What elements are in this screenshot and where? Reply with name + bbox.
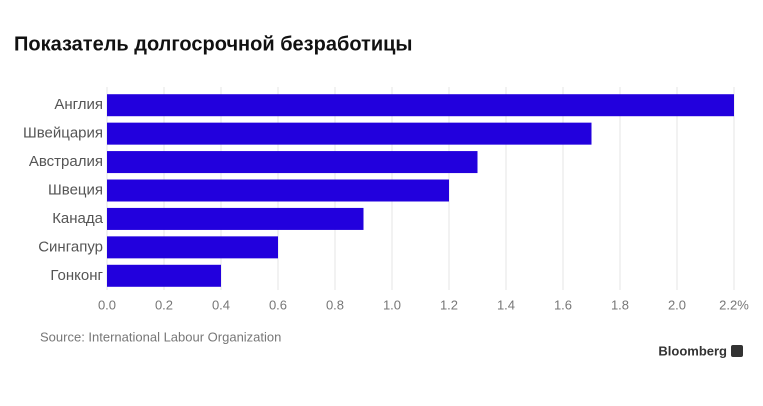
bar	[107, 151, 478, 174]
y-tick-label: Англия	[54, 96, 103, 113]
source: Source: International Labour Organizatio…	[40, 329, 281, 344]
brand-icon	[731, 345, 743, 357]
x-tick-label: 0.8	[326, 297, 344, 312]
x-tick-label: 0.4	[212, 297, 230, 312]
y-tick-label: Канада	[52, 210, 103, 227]
bar	[107, 264, 221, 287]
x-tick-label: 1.6	[554, 297, 572, 312]
bar	[107, 94, 734, 117]
x-tick-label: 2.0	[668, 297, 686, 312]
y-tick-label: Швейцария	[23, 125, 103, 142]
x-tick-label: 2.2%	[719, 297, 749, 312]
chart-title: Показатель долгосрочной безработицы	[14, 33, 413, 55]
bar	[107, 179, 449, 202]
bar	[107, 236, 278, 259]
bar	[107, 122, 592, 145]
x-tick-label: 1.4	[497, 297, 515, 312]
y-tick-label: Сингапур	[38, 238, 103, 255]
x-tick-label: 0.0	[98, 297, 116, 312]
brand: Bloomberg	[658, 343, 727, 358]
x-tick-label: 1.8	[611, 297, 629, 312]
x-tick-label: 0.6	[269, 297, 287, 312]
y-tick-label: Швеция	[48, 181, 103, 198]
bar	[107, 207, 364, 230]
x-tick-label: 1.0	[383, 297, 401, 312]
x-tick-label: 0.2	[155, 297, 173, 312]
x-tick-label: 1.2	[440, 297, 458, 312]
y-tick-label: Австралия	[29, 153, 103, 170]
y-tick-label: Гонконг	[50, 267, 103, 284]
